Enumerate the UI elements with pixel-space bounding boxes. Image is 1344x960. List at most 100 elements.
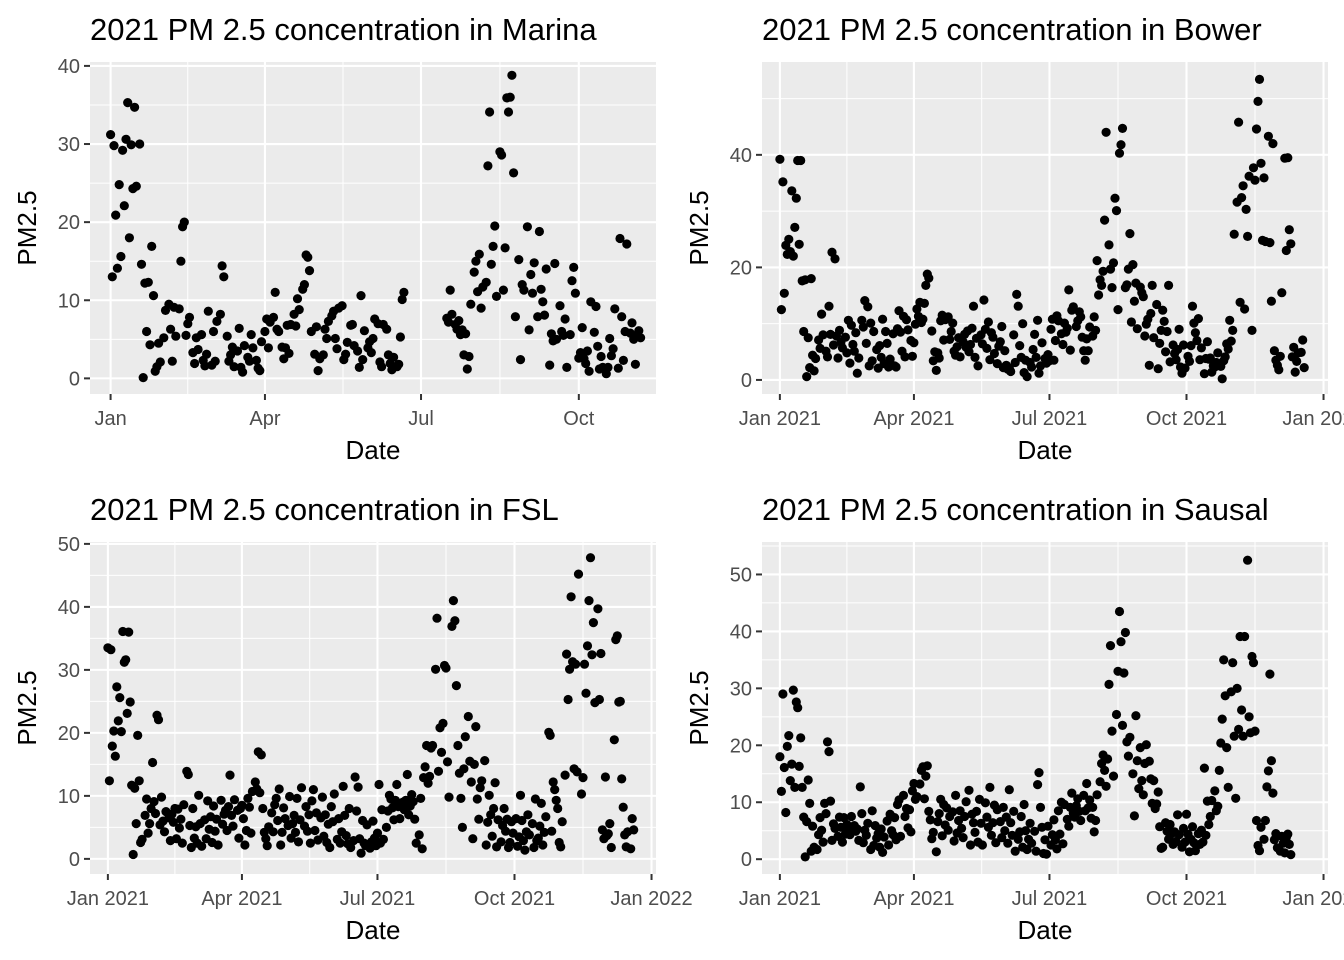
data-point — [338, 781, 348, 792]
data-point — [547, 826, 557, 836]
data-point — [818, 330, 828, 340]
data-point — [378, 834, 388, 845]
data-point — [636, 333, 646, 343]
data-point — [308, 785, 318, 795]
chart-title: 2021 PM 2.5 concentration in FSL — [90, 492, 559, 527]
data-point — [1064, 285, 1074, 295]
data-point — [112, 682, 122, 692]
data-point — [1031, 352, 1041, 362]
data-point — [1161, 347, 1171, 357]
data-point — [869, 326, 879, 337]
data-point — [808, 821, 818, 831]
data-point — [817, 309, 827, 319]
data-point — [551, 334, 562, 344]
data-point — [1222, 743, 1232, 753]
data-point — [1088, 802, 1098, 813]
data-point — [1238, 731, 1248, 741]
data-point — [1187, 301, 1198, 311]
data-point — [1193, 314, 1203, 324]
x-axis: Jan Apr Jul Oct — [94, 394, 595, 430]
data-point — [459, 764, 469, 774]
data-point — [466, 299, 476, 309]
data-point — [803, 333, 813, 343]
data-point — [610, 304, 620, 314]
data-point — [553, 803, 563, 814]
data-point — [634, 326, 644, 336]
data-point — [557, 817, 567, 827]
data-point — [613, 363, 623, 373]
data-point — [460, 732, 470, 742]
data-point — [605, 819, 615, 829]
data-point — [918, 314, 928, 324]
data-point — [1266, 756, 1276, 766]
data-point — [1158, 842, 1168, 852]
data-point — [1265, 238, 1275, 248]
data-point — [244, 802, 254, 812]
data-point — [866, 318, 876, 328]
data-point — [991, 838, 1001, 848]
data-point — [596, 351, 606, 362]
data-point — [968, 818, 979, 828]
data-point — [603, 362, 613, 372]
data-point — [447, 309, 457, 319]
data-point — [481, 840, 491, 850]
data-point — [1031, 846, 1041, 856]
data-point — [1153, 364, 1163, 374]
data-point — [948, 807, 958, 817]
data-point — [1050, 335, 1060, 346]
data-point — [809, 366, 819, 376]
data-point — [998, 802, 1008, 813]
data-point — [863, 302, 873, 312]
data-point — [126, 140, 136, 150]
data-point — [1159, 316, 1169, 326]
data-point — [116, 727, 126, 737]
data-point — [1006, 818, 1016, 828]
data-point — [606, 351, 617, 361]
data-point — [450, 616, 460, 626]
data-point — [142, 794, 152, 804]
data-point — [569, 262, 579, 272]
data-point — [124, 627, 134, 637]
data-point — [326, 802, 336, 812]
data-point — [270, 287, 280, 297]
data-point — [545, 730, 555, 741]
y-tick-label: 20 — [58, 723, 80, 745]
data-point — [1000, 346, 1010, 356]
data-point — [136, 259, 147, 269]
data-point — [1199, 369, 1209, 379]
data-point — [1058, 839, 1068, 849]
data-point — [456, 793, 466, 804]
data-point — [1259, 173, 1269, 183]
data-point — [515, 355, 526, 365]
data-point — [1262, 782, 1272, 792]
data-point — [1104, 240, 1114, 250]
data-point — [626, 844, 636, 854]
data-point — [1286, 239, 1296, 249]
y-tick-label: 20 — [730, 735, 752, 757]
data-point — [878, 847, 888, 858]
data-point — [489, 803, 499, 814]
data-point — [983, 317, 994, 327]
data-point — [1202, 337, 1212, 347]
data-point — [617, 774, 627, 784]
data-point — [125, 697, 135, 707]
data-point — [112, 263, 122, 273]
data-point — [311, 322, 321, 332]
data-point — [558, 330, 569, 340]
data-point — [1089, 827, 1099, 837]
data-point — [468, 834, 478, 844]
y-axis-title: PM2.5 — [12, 670, 42, 745]
data-point — [176, 814, 186, 824]
data-point — [222, 331, 232, 341]
data-point — [1180, 363, 1190, 373]
data-point — [408, 797, 418, 807]
data-point — [1238, 181, 1248, 191]
data-point — [134, 776, 144, 786]
data-point — [536, 798, 546, 809]
data-point — [538, 840, 548, 850]
x-tick-label: Apr 2021 — [873, 888, 954, 910]
data-point — [1046, 324, 1056, 334]
data-point — [567, 276, 577, 286]
data-point — [520, 845, 530, 855]
data-point — [1019, 799, 1029, 810]
